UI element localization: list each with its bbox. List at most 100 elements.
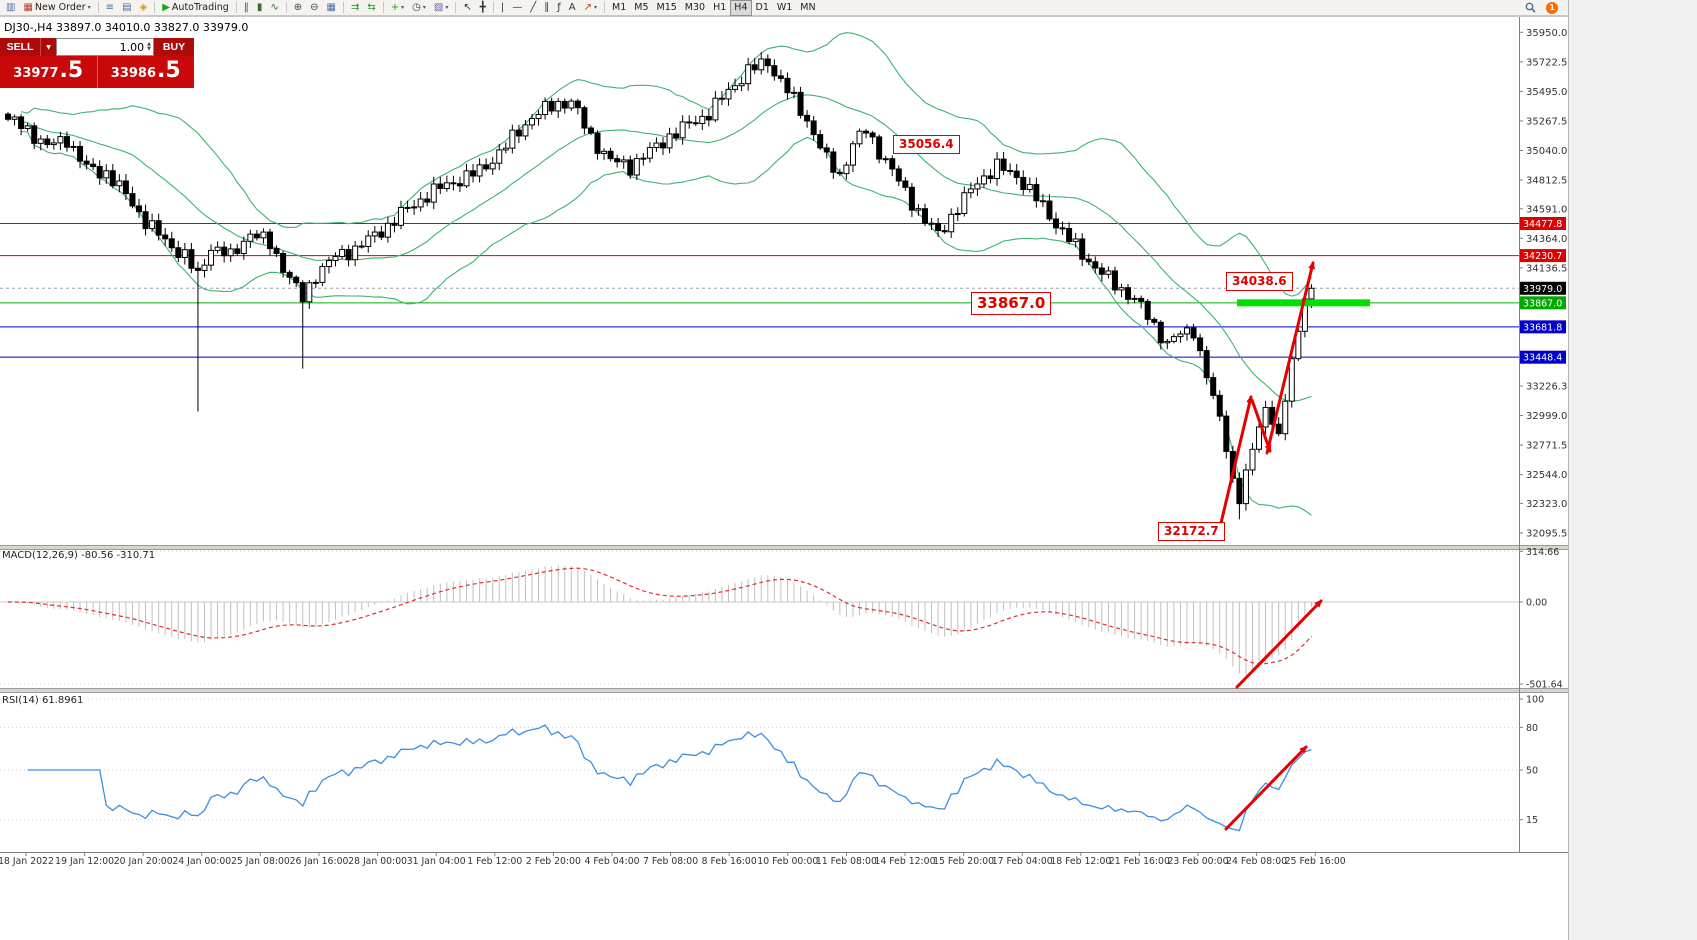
sell-button[interactable]: SELL <box>0 38 40 56</box>
toolbar-separator <box>342 2 344 13</box>
text-tool[interactable]: A <box>565 0 580 16</box>
auto-scroll-button[interactable]: ⇉ <box>347 0 363 16</box>
toolbar-separator <box>285 2 287 13</box>
svg-text:28 Jan 00:00: 28 Jan 00:00 <box>348 856 407 867</box>
timeframe-w1[interactable]: W1 <box>773 0 796 16</box>
trendline-tool-icon: ╱ <box>530 1 537 13</box>
svg-text:8 Feb 16:00: 8 Feb 16:00 <box>702 856 757 867</box>
arrows-tool[interactable]: ↗ ▾ <box>580 0 601 16</box>
svg-text:0.00: 0.00 <box>1526 598 1547 609</box>
toolbar-separator <box>455 2 457 13</box>
indicators-add-button[interactable]: + ▾ <box>387 0 408 16</box>
zoom-in-button[interactable]: ⊕ <box>290 0 306 16</box>
lot-step-up-icon: ▲ <box>147 40 151 47</box>
periods-button-icon: ◷ <box>412 1 421 13</box>
zoom-out-button[interactable]: ⊖ <box>306 0 322 16</box>
timeframe-m30[interactable]: M30 <box>681 0 709 16</box>
search-button[interactable] <box>1521 0 1540 16</box>
svg-text:23 Feb 00:00: 23 Feb 00:00 <box>1168 856 1229 867</box>
crosshair-tool-button[interactable]: ╋ <box>476 0 490 16</box>
price-axis[interactable]: 35950.0 35722.5 35495.0 35267.5 35040.0 34812… <box>1519 28 1567 540</box>
timeframe-m15[interactable]: M15 <box>653 0 681 16</box>
notification-badge[interactable]: 1 <box>1546 1 1558 14</box>
market-watch-icon[interactable]: ≡ <box>102 0 118 16</box>
price-line-33681.8[interactable]: 33681.8 <box>0 320 1566 334</box>
chart-shift-button[interactable]: ⇆ <box>363 0 379 16</box>
timeframe-d1[interactable]: D1 <box>752 0 773 16</box>
chart-bars-mode-button[interactable]: ‖ <box>240 0 253 16</box>
vertical-line-tool-icon: | <box>500 1 505 13</box>
macd-indicator-label: MACD(12,26,9) -80.56 -310.71 <box>2 550 156 561</box>
order-type-dropdown[interactable]: ▼ <box>40 38 56 56</box>
svg-text:33226.3: 33226.3 <box>1526 382 1567 393</box>
new-order-button[interactable]: ▦ New Order ▾ <box>19 0 94 16</box>
templates-button-icon: ▧ <box>433 1 444 13</box>
annotation-breakout-level[interactable]: 34038.6 <box>1226 272 1293 291</box>
navigator-icon-icon: ◈ <box>139 1 148 13</box>
trendline-tool[interactable]: ╱ <box>526 0 540 16</box>
price-line-34477.8[interactable]: 34477.8 <box>0 216 1566 230</box>
timeframe-mn[interactable]: MN <box>796 0 819 16</box>
data-window-icon[interactable]: ▤ <box>118 0 135 16</box>
timeframe-m1[interactable]: M1 <box>608 0 630 16</box>
bollinger-lower <box>21 130 1312 516</box>
svg-text:35950.0: 35950.0 <box>1526 28 1567 39</box>
vertical-line-tool[interactable]: | <box>497 0 508 16</box>
buy-price[interactable]: 33986 .5 <box>96 56 195 88</box>
chart-canvas[interactable]: 35950.0 35722.5 35495.0 35267.5 35040.0 34812… <box>0 0 1568 940</box>
timeframe-m30-label: M30 <box>684 1 706 13</box>
chart-window-icon[interactable]: ▥ <box>2 0 19 16</box>
tile-windows-button[interactable]: ▦ <box>323 0 340 16</box>
timeframe-m5[interactable]: M5 <box>630 0 652 16</box>
timeframe-h1[interactable]: H1 <box>709 0 730 16</box>
data-window-icon-icon: ▤ <box>122 1 132 13</box>
chart-line-mode-button[interactable]: ∿ <box>266 0 282 16</box>
toolbar-separator <box>154 2 156 13</box>
panel-separator[interactable] <box>0 545 1568 550</box>
lot-stepper[interactable]: ▲ ▼ <box>147 40 151 53</box>
navigator-icon[interactable]: ◈ <box>136 0 152 16</box>
chart-candles-mode-button[interactable]: ▮ <box>253 0 267 16</box>
price-line-33979.0[interactable]: 33979.0 <box>0 281 1566 295</box>
new-order-button-icon: ▦ <box>23 1 33 13</box>
zoom-out-button-icon: ⊖ <box>310 1 319 13</box>
svg-text:33448.4: 33448.4 <box>1523 353 1562 364</box>
sell-price[interactable]: 33977 .5 <box>0 56 97 88</box>
periods-button-caret: ▾ <box>422 3 426 11</box>
svg-text:33867.0: 33867.0 <box>1523 298 1562 309</box>
timeframe-m15-label: M15 <box>656 1 677 13</box>
svg-text:25 Jan 08:00: 25 Jan 08:00 <box>231 856 290 867</box>
macd-signal-line <box>8 567 1312 665</box>
channel-tool-icon: ∥ <box>544 1 550 13</box>
trend-arrows[interactable] <box>1219 261 1323 831</box>
lot-size-value: 1.00 <box>119 40 145 54</box>
horizontal-line-tool[interactable]: — <box>508 0 526 16</box>
channel-tool[interactable]: ∥ <box>540 0 553 16</box>
svg-text:31 Jan 04:00: 31 Jan 04:00 <box>407 856 466 867</box>
templates-button[interactable]: ▧ ▾ <box>430 0 452 16</box>
toolbar: ▥ ▦ New Order ▾ ≡ ▤ ◈ ▶ AutoTrading ‖ ▮ ∿ ⊕ ⊖ ▦ ⇉ ⇆ + ▾ ◷ ▾ ▧… <box>0 0 1568 16</box>
indicators-add-button-caret: ▾ <box>401 3 405 11</box>
bollinger-upper <box>20 32 1312 297</box>
panel-separator[interactable] <box>0 688 1568 693</box>
cursor-tool-button[interactable]: ↖ <box>459 0 475 16</box>
toolbar-separator <box>382 2 384 13</box>
new-order-button-caret: ▾ <box>87 3 91 11</box>
annotation-entry-level[interactable]: 33867.0 <box>971 292 1052 315</box>
price-line-33448.4[interactable]: 33448.4 <box>0 350 1566 364</box>
periods-button[interactable]: ◷ ▾ <box>408 0 430 16</box>
annotation-upper-target[interactable]: 35056.4 <box>893 135 960 154</box>
autotrading-button[interactable]: ▶ AutoTrading <box>158 0 233 16</box>
annotation-swing-low[interactable]: 32172.7 <box>1158 522 1225 541</box>
time-axis[interactable]: 18 Jan 2022 19 Jan 12:00 20 Jan 20:00 24 Ja… <box>0 853 1346 867</box>
buy-button[interactable]: BUY <box>154 38 194 56</box>
fibonacci-tool[interactable]: ƒ <box>553 0 565 16</box>
timeframe-d1-label: D1 <box>755 1 769 13</box>
timeframe-h4[interactable]: H4 <box>730 0 752 16</box>
price-line-34230.7[interactable]: 34230.7 <box>0 249 1566 263</box>
svg-text:32999.0: 32999.0 <box>1526 411 1567 422</box>
svg-text:18 Feb 12:00: 18 Feb 12:00 <box>1050 856 1111 867</box>
lot-size-input[interactable]: 1.00 ▲ ▼ <box>56 38 154 56</box>
svg-text:15: 15 <box>1526 815 1538 826</box>
